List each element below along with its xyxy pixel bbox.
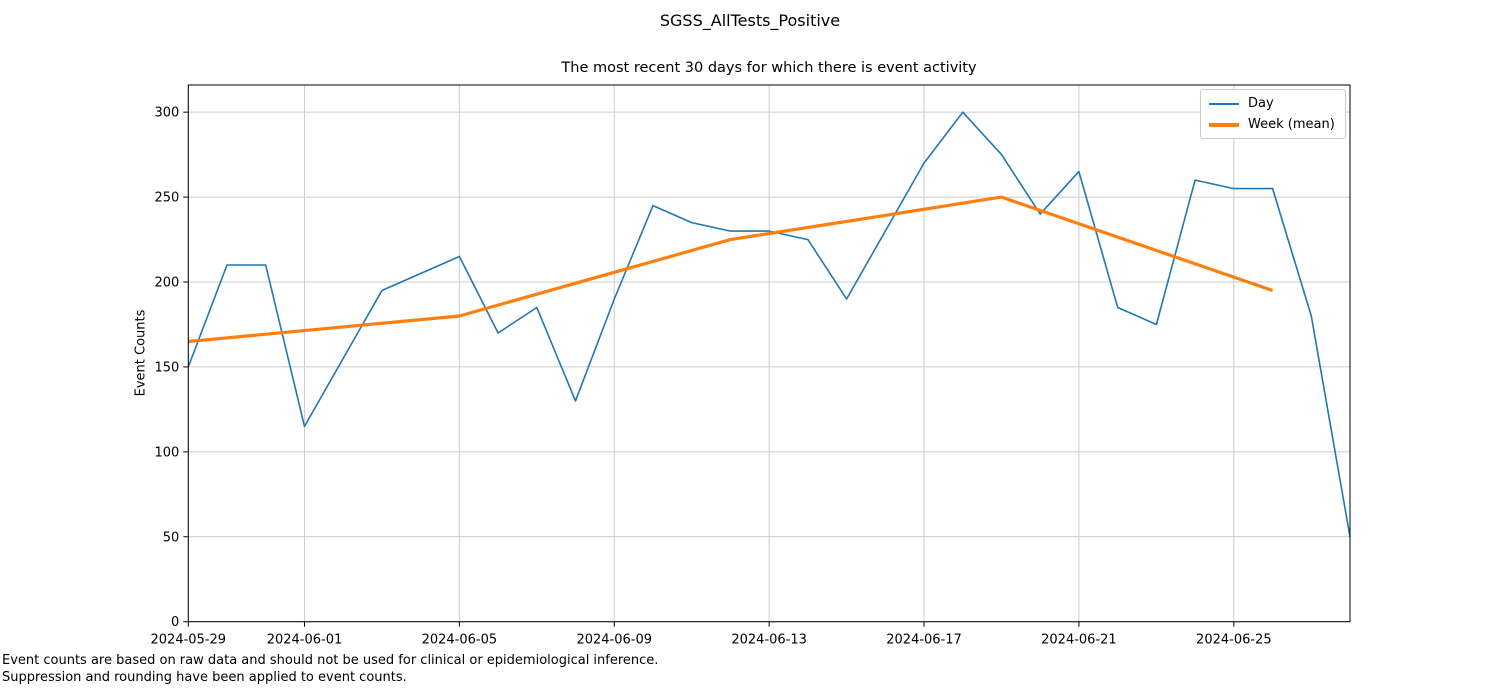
y-tick-label: 250 [154,191,179,206]
axes-subtitle: The most recent 30 days for which there … [561,60,977,76]
week-mean-line [188,195,1274,344]
y-tick-label: 200 [154,276,179,291]
day-line-swatch [1209,102,1239,105]
x-tick-label: 2024-06-01 [267,633,343,648]
y-tick-label: 150 [154,360,179,375]
legend-label-week-mean: Week (mean) [1248,117,1335,132]
y-tick-label: 50 [163,530,180,545]
y-tick-label: 100 [154,445,179,460]
y-tick-label: 0 [171,615,179,630]
x-tick-label: 2024-06-13 [731,633,807,648]
footnote-line-2: Suppression and rounding have been appli… [2,670,407,685]
figure-title: SGSS_AllTests_Positive [659,11,841,30]
x-tick-label: 2024-05-29 [151,633,227,648]
week-mean-line-swatch [1209,122,1239,127]
legend-item-day: Day [1209,96,1337,111]
legend-label-day: Day [1248,96,1274,111]
axes-border [187,84,1351,623]
x-tick-label: 2024-06-25 [1196,633,1272,648]
x-tick-label: 2024-06-21 [1041,633,1117,648]
x-tick-label: 2024-06-09 [576,633,652,648]
legend: Day Week (mean) [1200,89,1346,139]
legend-item-week-mean: Week (mean) [1209,117,1337,132]
y-tick-label: 300 [154,106,179,121]
day-line [187,111,1351,537]
x-tick-label: 2024-06-05 [422,633,498,648]
x-tick-label: 2024-06-17 [886,633,962,648]
footnote-line-1: Event counts are based on raw data and s… [2,653,659,668]
